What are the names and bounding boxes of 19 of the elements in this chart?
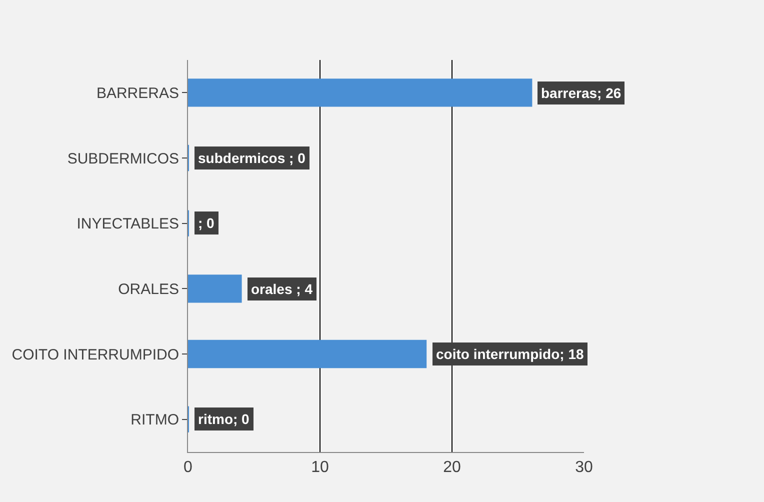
x-tick-label: 10 [311, 459, 329, 476]
data-label: ; 0 [198, 215, 215, 231]
data-label: orales ; 4 [251, 281, 313, 297]
data-label: barreras; 26 [541, 85, 622, 101]
y-tick-label: ORALES [118, 280, 179, 298]
x-tick-label: 30 [575, 459, 593, 476]
y-tick-label: COITO INTERRUMPIDO [12, 346, 179, 364]
y-tick-label: BARRERAS [96, 84, 179, 102]
bar [188, 274, 242, 303]
data-label: coito interrumpido; 18 [436, 346, 584, 362]
data-label: ritmo; 0 [198, 411, 250, 427]
y-tick-label: INYECTABLES [76, 216, 179, 233]
data-label: subdermicos ; 0 [198, 150, 306, 166]
x-tick-label: 20 [443, 459, 461, 476]
bar [188, 78, 532, 107]
x-tick-label: 0 [184, 459, 193, 476]
y-tick-label: SUBDERMICOS [67, 150, 179, 168]
y-tick-label: RITMO [130, 412, 179, 429]
bar [188, 340, 427, 368]
